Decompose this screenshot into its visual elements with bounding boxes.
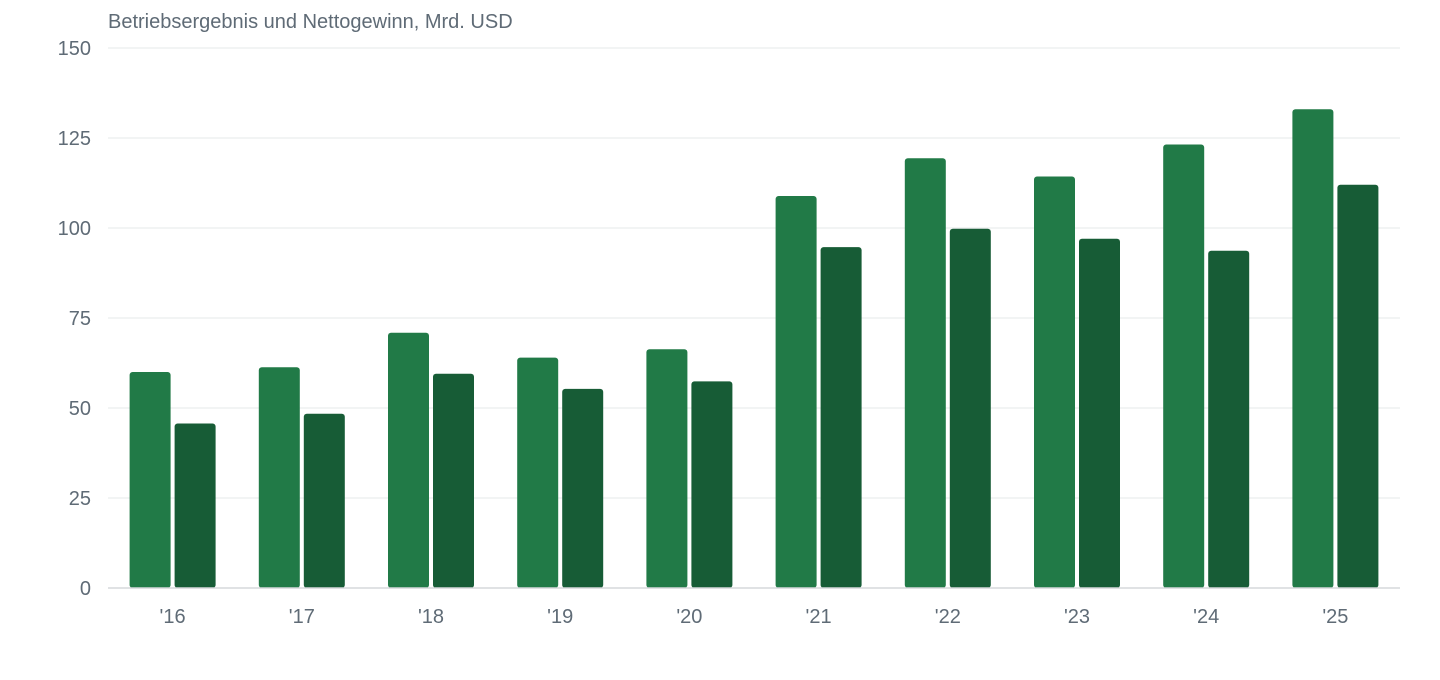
x-tick-label: '19: [547, 606, 573, 628]
x-tick-label: '24: [1193, 606, 1219, 628]
bar-series-2-1: [303, 413, 345, 588]
bar-series-1-6: [904, 158, 946, 588]
y-tick-label: 150: [58, 38, 91, 60]
bar-series-2-6: [949, 228, 991, 588]
y-tick-label: 0: [80, 578, 91, 600]
x-tick-label: '21: [806, 606, 832, 628]
y-tick-label: 125: [58, 128, 91, 150]
y-tick-label: 75: [69, 308, 91, 330]
bar-series-1-0: [129, 372, 171, 588]
gridlines: [108, 47, 1400, 499]
x-axis-ticks: '16 '17 '18 '19 '20 '21 '22 '23 '24 '25: [160, 606, 1349, 628]
bar-series-1-4: [646, 349, 688, 588]
bar-series-2-3: [562, 388, 604, 588]
bar-series-1-2: [388, 332, 429, 588]
x-tick-label: '20: [676, 606, 702, 628]
bars: [129, 109, 1379, 589]
bar-series-2-5: [820, 247, 862, 588]
bar-series-1-8: [1163, 144, 1205, 588]
y-tick-label: 100: [58, 218, 91, 240]
bar-series-2-0: [174, 423, 216, 588]
x-tick-label: '18: [418, 606, 444, 628]
bar-series-1-9: [1292, 109, 1334, 588]
chart-title: Betriebsergebnis und Nettogewinn, Mrd. U…: [108, 11, 513, 33]
bar-series-2-8: [1208, 250, 1250, 588]
x-tick-label: '16: [160, 606, 186, 628]
y-tick-label: 50: [69, 398, 91, 420]
x-tick-label: '17: [289, 606, 315, 628]
bar-series-2-7: [1079, 238, 1120, 589]
y-tick-label: 25: [69, 488, 91, 510]
x-tick-label: '25: [1322, 606, 1348, 628]
x-tick-label: '22: [935, 606, 961, 628]
bar-series-1-7: [1034, 176, 1075, 588]
bar-series-1-1: [258, 367, 300, 588]
bar-series-2-2: [433, 373, 474, 588]
x-tick-label: '23: [1064, 606, 1090, 628]
bar-series-2-9: [1337, 184, 1379, 589]
bar-series-2-4: [691, 381, 733, 588]
y-axis-ticks: 0 25 50 75 100 125 150: [58, 38, 91, 600]
bar-series-1-3: [517, 357, 559, 588]
bar-series-1-5: [775, 196, 817, 588]
